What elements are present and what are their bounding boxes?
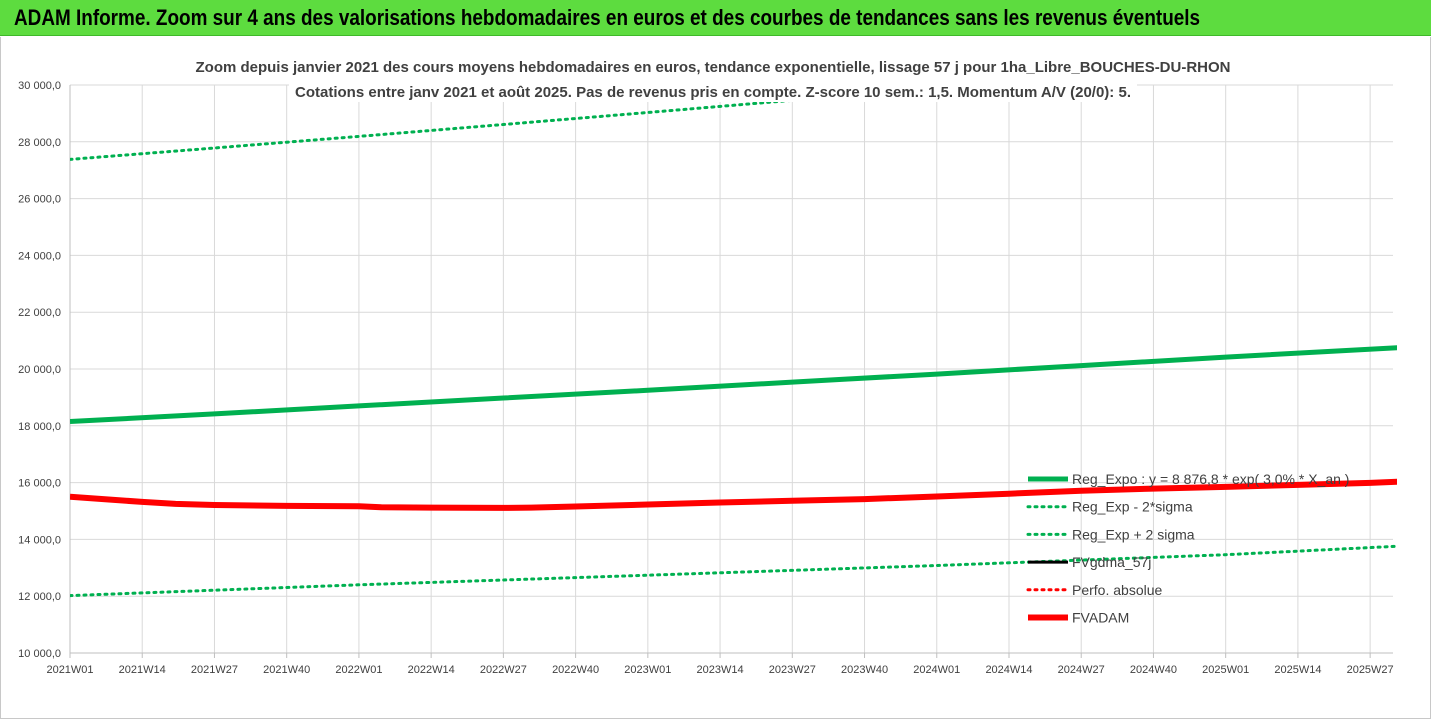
legend-label: Perfo. absolue <box>1072 582 1162 598</box>
report-title: ADAM Informe. Zoom sur 4 ans des valoris… <box>14 5 1201 30</box>
y-tick-label: 28 000,0 <box>18 137 61 149</box>
x-tick-label: 2024W01 <box>913 664 960 676</box>
x-tick-label: 2022W27 <box>480 664 527 676</box>
y-tick-label: 30 000,0 <box>18 80 61 92</box>
series-line-1 <box>70 544 1397 598</box>
y-tick-label: 24 000,0 <box>18 250 61 262</box>
x-tick-label: 2021W14 <box>119 664 166 676</box>
series-line-2 <box>70 83 1012 161</box>
x-tick-label: 2023W27 <box>769 664 816 676</box>
x-tick-label: 2022W01 <box>335 664 382 676</box>
chart-subtitle: Cotations entre janv 2021 et août 2025. … <box>295 84 1131 101</box>
legend-label: FVADAM <box>1072 610 1129 626</box>
series-group <box>70 83 1397 598</box>
legend-label: FVgdma_57j <box>1072 554 1151 570</box>
x-tick-label: 2024W40 <box>1130 664 1177 676</box>
x-tick-label: 2025W01 <box>1202 664 1249 676</box>
x-tick-label: 2025W14 <box>1274 664 1321 676</box>
chart-subtitle-backing <box>289 82 1137 102</box>
line-chart: 10 000,0 12 000,0 14 000,0 16 000,0 18 000,0… <box>18 57 1397 676</box>
x-tick-label: 2021W40 <box>263 664 310 676</box>
x-tick-label: 2025W27 <box>1347 664 1394 676</box>
y-tick-label: 16 000,0 <box>18 478 61 490</box>
series-line-0 <box>70 345 1397 424</box>
x-tick-label: 2023W14 <box>697 664 744 676</box>
legend-label: Reg_Exp + 2 sigma <box>1072 526 1195 542</box>
y-tick-label: 20 000,0 <box>18 364 61 376</box>
chart-title-backing <box>189 57 1236 77</box>
chart-area: 10 000,0 12 000,0 14 000,0 16 000,0 18 000,0… <box>0 37 1431 719</box>
y-tick-label: 18 000,0 <box>18 421 61 433</box>
x-tick-label: 2021W01 <box>46 664 93 676</box>
x-tick-label: 2023W40 <box>841 664 888 676</box>
y-tick-label: 14 000,0 <box>18 534 61 546</box>
x-tick-label: 2024W14 <box>985 664 1032 676</box>
x-tick-label: 2024W27 <box>1058 664 1105 676</box>
chart-title: Zoom depuis janvier 2021 des cours moyen… <box>196 59 1231 76</box>
x-tick-label: 2022W14 <box>408 664 455 676</box>
legend: Reg_Expo : y = 8 876,8 * exp( 3,0% * X_a… <box>1026 471 1349 626</box>
legend-label: Reg_Exp - 2*sigma <box>1072 499 1193 515</box>
y-tick-label: 26 000,0 <box>18 194 61 206</box>
series-line-5 <box>70 478 1397 511</box>
x-tick-label: 2022W40 <box>552 664 599 676</box>
y-tick-label: 10 000,0 <box>18 648 61 660</box>
legend-label: Reg_Expo : y = 8 876,8 * exp( 3,0% * X_a… <box>1072 471 1349 487</box>
report-banner: ADAM Informe. Zoom sur 4 ans des valoris… <box>0 0 1431 36</box>
y-tick-label: 22 000,0 <box>18 307 61 319</box>
x-tick-label: 2023W01 <box>624 664 671 676</box>
x-tick-label: 2021W27 <box>191 664 238 676</box>
y-tick-label: 12 000,0 <box>18 591 61 603</box>
